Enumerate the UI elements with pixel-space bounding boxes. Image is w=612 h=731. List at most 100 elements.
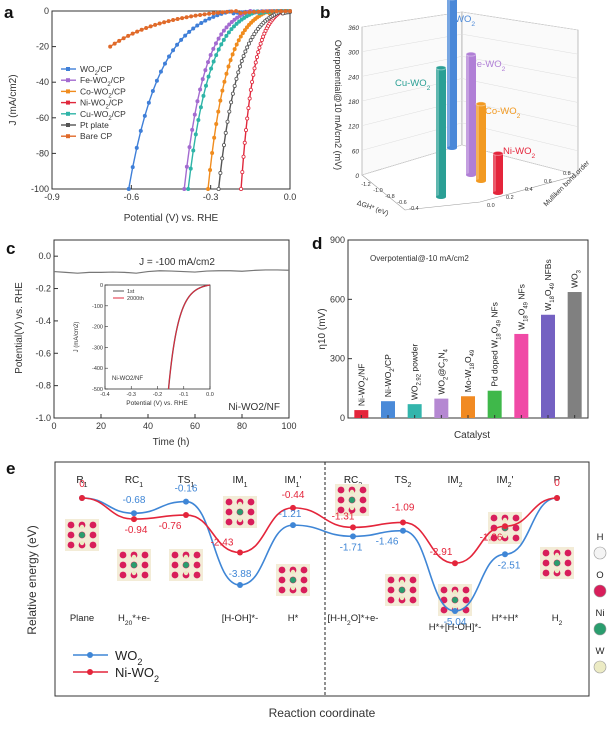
oxygen-atom-icon: [512, 514, 520, 522]
tungsten-atom-icon: [131, 570, 137, 576]
panel-e-data-point: [290, 522, 296, 529]
panel-c-xtick-label: 100: [281, 421, 296, 431]
panel-e-data-point: [554, 495, 560, 501]
panel-e-data-point: [131, 510, 137, 517]
panel-a-data-point: [117, 38, 122, 43]
tungsten-atom-icon: [452, 589, 458, 595]
nickel-atom-icon: [79, 532, 85, 538]
panel-a-data-point: [246, 106, 251, 111]
panel-e-data-point: [350, 524, 356, 531]
oxygen-atom-icon: [440, 606, 448, 614]
panel-a-data-point: [225, 9, 230, 14]
panel-c-ylabel: Potential(V) vs. RHE: [14, 282, 25, 374]
panel-a-data-point: [239, 186, 244, 191]
panel-d-bar-label: Pd doped W18O49 NFs: [490, 302, 503, 387]
oxygen-atom-icon: [119, 551, 127, 559]
panel-e-state-label: TS1: [178, 475, 195, 489]
panel-a-data-point: [220, 88, 225, 93]
panel-label-d: d: [312, 234, 322, 253]
panel-a-legend-marker: [66, 134, 70, 139]
panel-e-structure-thumbnail: [540, 547, 574, 579]
inset-series-line: [168, 284, 211, 390]
panel-b-ztick-label: 120: [348, 124, 359, 131]
panel-a-data-point: [254, 29, 259, 34]
panel-e-structure-thumbnail: [385, 574, 419, 606]
panel-e-state-label: RC1: [125, 475, 143, 489]
element-legend-atom-icon: [593, 584, 607, 598]
panel-a-data-point: [226, 64, 231, 69]
tungsten-atom-icon: [79, 524, 85, 530]
tungsten-atom-icon: [237, 501, 243, 507]
panel-e-value-label: -0.68: [123, 495, 146, 506]
panel-b-gridline: [361, 144, 579, 176]
panel-b-gridline: [361, 100, 579, 127]
panel-a-data-point: [207, 16, 212, 21]
panel-a-data-point: [229, 9, 234, 14]
panel-a-data-point: [254, 55, 259, 60]
tungsten-atom-icon: [131, 554, 137, 560]
panel-a-data-point: [265, 9, 270, 14]
panel-a-data-point: [256, 9, 261, 14]
panel-e-ylabel: Relative energy (eV): [25, 525, 39, 634]
tungsten-atom-icon: [79, 540, 85, 546]
panel-a-data-point: [180, 16, 185, 21]
panel-d-bar-label: WO3: [570, 269, 583, 288]
oxygen-atom-icon: [337, 496, 345, 504]
panel-a-data-point: [222, 79, 227, 84]
oxygen-atom-icon: [409, 586, 417, 594]
panel-e-value-label: -0.76: [159, 521, 182, 532]
oxygen-atom-icon: [119, 561, 127, 569]
element-legend-label: W: [596, 646, 605, 657]
panel-a-data-point: [230, 52, 235, 57]
panel-e-species-label: [H-H2O]*+e-: [328, 613, 379, 627]
panel-a-data-point: [279, 9, 284, 14]
panel-a-data-point: [238, 34, 243, 39]
oxygen-atom-icon: [171, 551, 179, 559]
panel-e-state-label: R1: [76, 475, 87, 489]
panel-e-structure-thumbnail: [335, 484, 369, 516]
panel-a-data-point: [236, 70, 241, 75]
panel-a-data-point: [186, 186, 191, 191]
panel-c-annotation: J = -100 mA/cm2: [139, 257, 215, 268]
panel-c-series-line: [53, 269, 290, 274]
panel-a-data-point: [211, 46, 216, 51]
panel-a-data-point: [202, 12, 207, 17]
panel-c-ytick-label: -1.0: [35, 413, 51, 423]
panel-a-data-point: [238, 11, 243, 16]
inset-legend-label: 2000th: [127, 296, 144, 302]
tungsten-atom-icon: [349, 505, 355, 511]
panel-d-bar: [487, 390, 502, 418]
inset-frame: [104, 284, 211, 390]
panel-b-bar-top: [465, 51, 477, 57]
panel-a-data-point: [242, 28, 247, 33]
panel-a-data-point: [238, 64, 243, 69]
panel-e-value-label: -1.46: [376, 537, 399, 548]
panel-a-data-point: [251, 72, 256, 77]
oxygen-atom-icon: [387, 576, 395, 584]
panel-a-data-point: [243, 10, 248, 15]
panel-a-data-point: [287, 9, 292, 14]
panel-b-bar-base: [493, 191, 503, 195]
panel-a-data-point: [259, 38, 264, 43]
inset-ytick-label: -400: [92, 366, 103, 372]
panel-e-structure-thumbnail: [223, 496, 257, 528]
panel-b-zlabel: Overpotential@10 mA/cm2 (mV): [333, 40, 343, 170]
panel-a-data-point: [239, 17, 244, 22]
inset-xtick-label: -0.2: [153, 392, 162, 398]
panel-a-legend-marker: [66, 78, 70, 83]
oxygen-atom-icon: [89, 541, 97, 549]
panel-a-ylabel: J (mA/cm2): [8, 74, 19, 125]
panel-e-species-label: [H-OH]*-: [222, 613, 258, 624]
panel-a-data-point: [206, 74, 211, 79]
panel-c-ytick-label: -0.8: [35, 381, 51, 391]
panel-b-ztick-label: 300: [348, 50, 359, 57]
panel-a-legend-label: Co-WO2/CP: [80, 86, 126, 99]
panel-a-data-point: [245, 45, 250, 50]
panel-a-data-point: [252, 32, 257, 37]
panel-a-data-point: [171, 48, 176, 53]
panel-e-value-label: -0.94: [125, 525, 148, 536]
panel-a-data-point: [244, 25, 249, 30]
oxygen-atom-icon: [337, 506, 345, 514]
panel-a-data-point: [257, 45, 262, 50]
panel-a-data-point: [184, 15, 189, 20]
